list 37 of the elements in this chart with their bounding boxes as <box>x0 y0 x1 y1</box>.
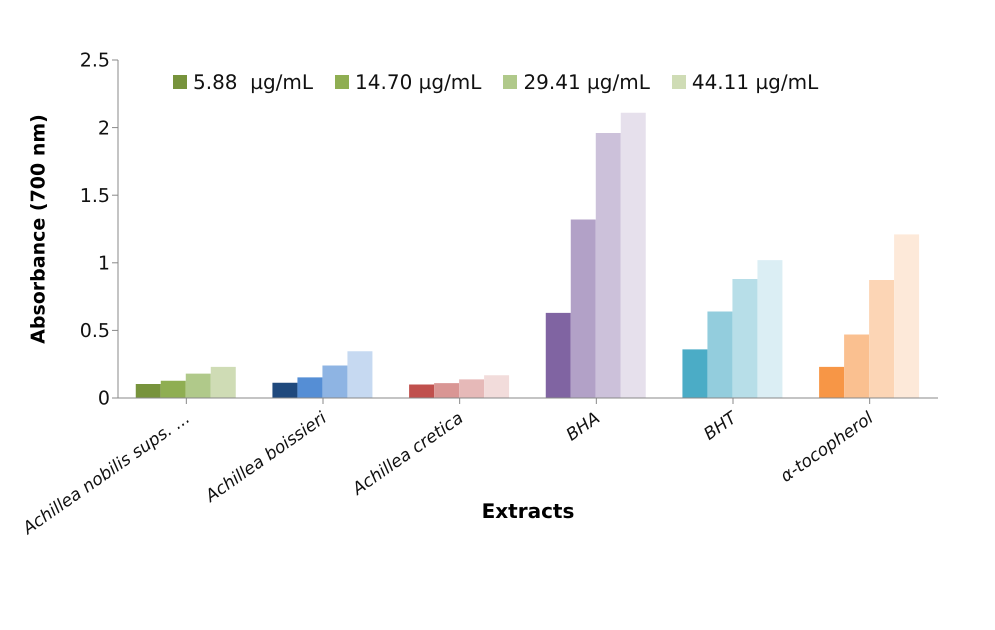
bar <box>869 280 894 398</box>
legend-label: 14.70 µg/mL <box>354 70 482 94</box>
bar <box>757 260 782 398</box>
y-tick-label: 0 <box>98 388 110 410</box>
bar <box>620 112 646 398</box>
legend-label: 5.88 µg/mL <box>192 70 314 94</box>
bar <box>272 382 298 398</box>
bar <box>347 351 372 398</box>
bar <box>160 380 186 398</box>
y-tick-label: 1.5 <box>80 184 110 207</box>
x-tick-label: BHA <box>562 408 604 446</box>
bar <box>682 349 708 398</box>
legend-label: 29.41 µg/mL <box>522 70 650 94</box>
bar <box>136 384 161 398</box>
bar <box>844 334 870 398</box>
y-tick-label: 2.5 <box>80 50 110 72</box>
bar <box>484 375 510 398</box>
bar <box>819 366 844 398</box>
bar <box>409 384 434 398</box>
bar <box>322 366 348 398</box>
bar <box>434 383 460 398</box>
x-axis-title: Extracts <box>482 499 574 523</box>
bar <box>570 220 596 398</box>
bar <box>210 366 236 398</box>
y-axis-title: Absorbance (700 nm) <box>28 114 50 344</box>
bar <box>459 379 484 398</box>
bar <box>546 312 571 398</box>
bar <box>894 234 920 398</box>
y-tick-label: 2 <box>98 117 110 140</box>
legend-label: 44.11 µg/mL <box>690 70 818 94</box>
bar <box>186 374 211 398</box>
y-tick-label: 1 <box>98 252 110 275</box>
bar <box>297 377 322 398</box>
bar <box>732 279 758 398</box>
bar <box>596 133 621 398</box>
bar <box>707 311 732 398</box>
y-tick-label: 0.5 <box>80 320 110 342</box>
